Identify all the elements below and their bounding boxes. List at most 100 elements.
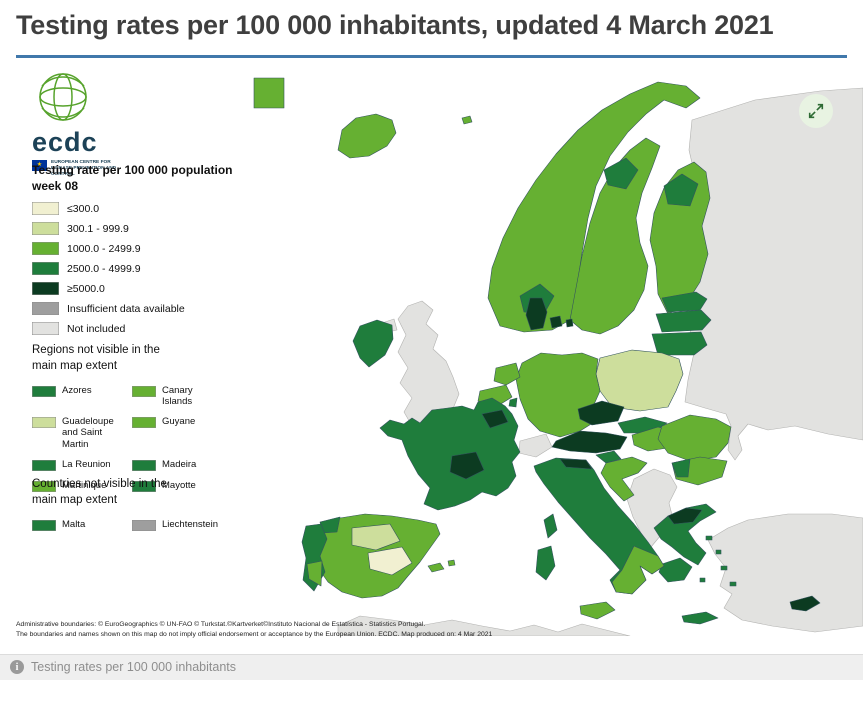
legend-item: 1000.0 - 2499.9 [32, 242, 233, 256]
region-croatia [600, 456, 648, 501]
region-legend-item: Guadeloupe and Saint Martin [32, 416, 132, 450]
region-peloponnese [658, 557, 693, 582]
region-label: Martinique [62, 479, 107, 491]
region-aegean-island [720, 565, 728, 570]
eu-flag-icon: ★ [32, 159, 47, 171]
region-balearic-islands [427, 562, 445, 572]
legend-swatch [32, 202, 59, 216]
legend-label: ≥5000.0 [67, 282, 105, 295]
region-france [379, 397, 521, 510]
swatch-color [32, 302, 59, 316]
legend-item: Insufficient data available [32, 302, 233, 316]
region-spain-south [367, 546, 413, 575]
country-swatch [132, 519, 156, 531]
regions-panel-title: Regions not visible in the main map exte… [32, 343, 160, 372]
expand-button[interactable] [799, 93, 833, 128]
info-icon[interactable]: i [10, 660, 24, 675]
region-legend-item: La Reunion [32, 459, 132, 471]
map-attribution: Administrative boundaries: © EuroGeograp… [16, 620, 492, 640]
swatch-color [32, 262, 59, 276]
region-poland [595, 349, 684, 411]
region-estonia [661, 291, 708, 312]
expand-icon [808, 103, 824, 118]
region-cyprus [789, 595, 821, 611]
swatch-color [32, 322, 59, 336]
legend-panel: Testing rate per 100 000 population week… [32, 162, 233, 336]
region-legend-item: Mayotte [132, 480, 272, 492]
region-denmark [525, 297, 548, 330]
attribution-line2: The boundaries and names shown on this m… [16, 630, 493, 638]
swatch-color [32, 222, 59, 236]
region-denmark-bornholm [565, 318, 574, 327]
region-label: La Reunion [62, 458, 111, 470]
region-ireland [352, 319, 394, 367]
region-portugal-south [306, 560, 323, 586]
region-italy-south [611, 545, 665, 594]
swatch-color [32, 480, 56, 492]
region-legend-item: Martinique [32, 480, 132, 492]
region-label: Madeira [162, 458, 197, 470]
region-swatch [32, 480, 56, 492]
ecdc-subtitle: EUROPEAN CENTRE FOR DISEASE PREVENTION A… [51, 159, 117, 178]
swatch-color [32, 519, 56, 531]
region-swatch [32, 417, 56, 429]
region-greece-north [667, 507, 703, 524]
legend-label: Insufficient data available [67, 302, 185, 315]
region-swatch [132, 385, 156, 397]
region-finland-north [663, 173, 699, 206]
ecdc-globe-icon [39, 72, 87, 121]
region-sardinia [535, 545, 556, 580]
swatch-color [132, 519, 156, 531]
ecdc-logo: ecdc ★ EUROPEAN CENTRE FOR DISEASE PREVE… [32, 70, 152, 179]
swatch-color [132, 459, 156, 471]
legend-week: week 08 [32, 179, 79, 194]
region-rhodes [729, 581, 737, 586]
region-swatch [132, 459, 156, 471]
region-legend-item: Azores [32, 385, 132, 407]
swatch-color [32, 385, 56, 397]
region-italy-northeast [559, 458, 593, 469]
region-turkey [707, 513, 863, 632]
region-aegean-island [715, 549, 722, 554]
region-swatch [32, 385, 56, 397]
countries-panel-title: Countries not visible in the main map ex… [32, 477, 167, 506]
region-legend-item: Madeira [132, 459, 272, 471]
region-swatch [132, 480, 156, 492]
region-sweden [569, 137, 661, 334]
region-crete [681, 611, 719, 624]
swatch-color [32, 202, 59, 216]
country-swatch [32, 519, 56, 531]
europe-choropleth-map [0, 57, 863, 636]
region-france-center [449, 451, 485, 479]
region-denmark-zealand [549, 315, 563, 328]
region-label: Guadeloupe and Saint Martin [62, 416, 114, 450]
region-sweden-north [603, 157, 639, 189]
legend-label: 2500.0 - 4999.9 [67, 262, 141, 275]
region-label: Azores [62, 384, 92, 396]
regions-not-visible-panel: Regions not visible in the main map exte… [32, 342, 272, 492]
region-slovenia [595, 450, 622, 463]
legend-label: 300.1 - 999.9 [67, 222, 129, 235]
region-label: Canary Islands [162, 384, 193, 407]
map-inset-box [253, 77, 285, 108]
region-corsica [543, 513, 558, 538]
swatch-color [32, 242, 59, 256]
country-legend-item: Liechtenstein [132, 519, 272, 531]
legend-swatch [32, 282, 59, 296]
region-faroe-islands [461, 115, 473, 124]
legend-item: ≤300.0 [32, 202, 233, 216]
region-netherlands [493, 362, 521, 385]
legend-item: ≥5000.0 [32, 282, 233, 296]
region-swatch [32, 459, 56, 471]
region-czechia [577, 400, 625, 425]
region-aegean-island [699, 577, 706, 582]
region-bulgaria-west [671, 458, 691, 477]
country-legend-item: Malta [32, 519, 132, 531]
region-swatch [132, 417, 156, 429]
legend-swatch [32, 322, 59, 336]
legend-label: Not included [67, 322, 126, 335]
attribution-line1: Administrative boundaries: © EuroGeograp… [16, 620, 426, 628]
legend-swatch [32, 222, 59, 236]
region-iceland [337, 113, 397, 158]
region-balearic-islands-minorca [447, 559, 456, 566]
